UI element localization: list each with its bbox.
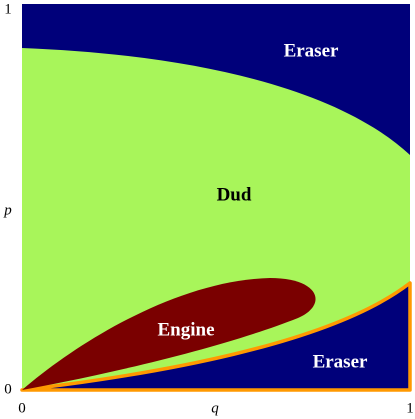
x-tick-label: 1 [406,400,414,416]
region [22,278,316,390]
labels: Eraser Dud Engine Eraser [157,40,368,372]
x-axis-label: q [211,400,219,416]
region [22,4,410,155]
region-label: Eraser [313,351,368,372]
y-tick-label: 1 [4,1,12,17]
y-axis-label: p [3,202,12,218]
y-tick-label: 0 [4,381,12,397]
region-label: Dud [217,184,252,205]
region-label: Eraser [284,40,339,61]
regions [20,4,412,392]
region [20,281,412,392]
region-label: Engine [157,319,214,340]
x-tick-label: 0 [18,400,26,416]
